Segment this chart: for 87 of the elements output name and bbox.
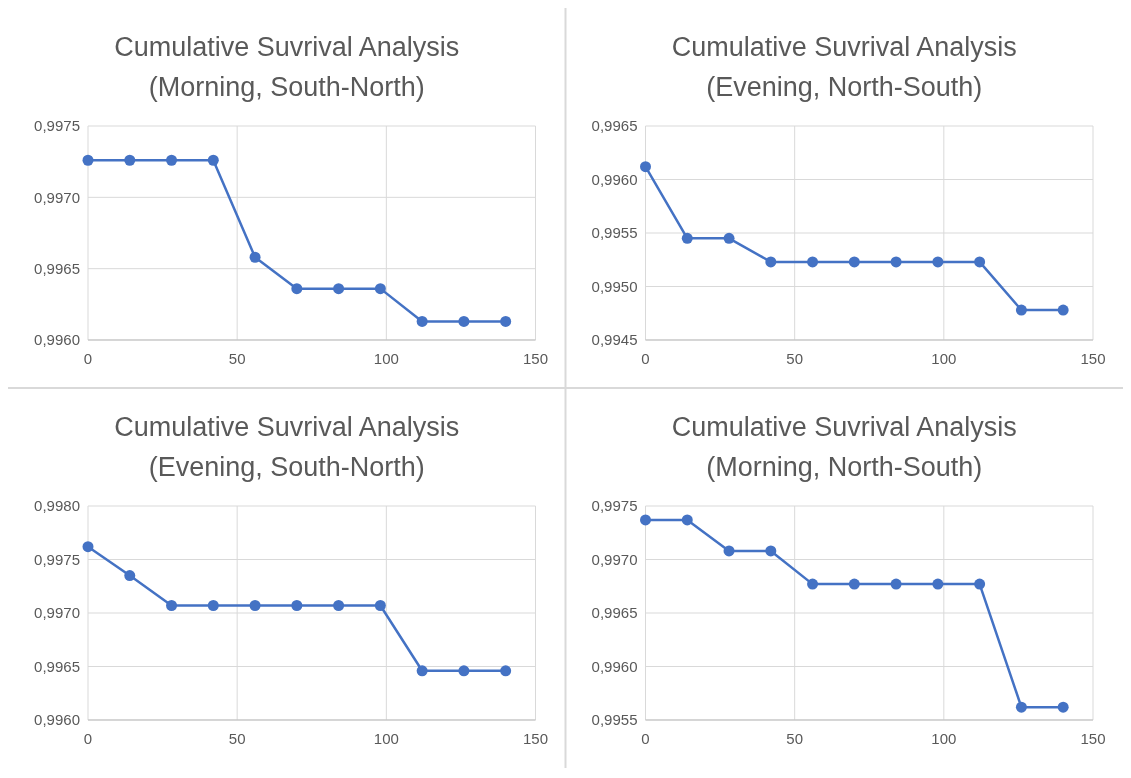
point: [207, 600, 219, 612]
y-tick-label: 0,9975: [34, 550, 80, 568]
x-tick-label: 100: [373, 350, 399, 367]
point: [249, 600, 261, 612]
point: [723, 232, 735, 244]
chart-subtitle: (Morning, North-South): [706, 452, 983, 482]
point: [974, 256, 986, 268]
y-tick-label: 0,9970: [591, 550, 638, 568]
x-tick-label: 150: [1080, 350, 1106, 367]
point: [1057, 701, 1069, 713]
point: [807, 256, 819, 268]
point: [640, 161, 651, 173]
x-tick-label: 150: [1080, 730, 1106, 747]
point: [765, 545, 777, 557]
point: [333, 600, 345, 612]
point: [416, 665, 428, 677]
chart-subtitle: (Evening, South-North): [148, 452, 425, 482]
point: [166, 154, 178, 166]
x-tick-label: 100: [931, 730, 957, 747]
point: [500, 315, 512, 327]
point: [291, 600, 303, 612]
point: [82, 154, 94, 166]
point: [1057, 304, 1069, 316]
y-tick-label: 0,9950: [591, 277, 638, 295]
point: [458, 315, 470, 327]
point: [681, 514, 693, 526]
y-tick-label: 0,9970: [34, 188, 80, 206]
y-tick-label: 0,9970: [34, 604, 80, 622]
y-tick-label: 0,9965: [34, 259, 80, 277]
y-tick-label: 0,9965: [34, 657, 80, 675]
x-tick-label: 0: [641, 350, 650, 367]
x-tick-label: 0: [83, 730, 93, 747]
y-tick-label: 0,9965: [591, 604, 638, 622]
y-tick-label: 0,9975: [34, 117, 80, 135]
chart-subtitle: (Evening, North-South): [706, 72, 983, 102]
y-tick-label: 0,9960: [34, 331, 80, 349]
x-tick-label: 50: [228, 350, 246, 367]
x-tick-label: 50: [228, 730, 246, 747]
y-tick-label: 0,9960: [591, 170, 638, 188]
point: [249, 251, 261, 263]
point: [974, 578, 986, 590]
point: [207, 154, 219, 166]
point: [890, 256, 902, 268]
point: [807, 578, 819, 590]
x-tick-label: 0: [641, 730, 650, 747]
point: [82, 541, 94, 553]
y-tick-label: 0,9965: [591, 117, 638, 135]
point: [166, 600, 178, 612]
point: [848, 256, 860, 268]
point: [723, 545, 735, 557]
point: [124, 154, 136, 166]
x-tick-label: 150: [522, 350, 549, 367]
point: [374, 283, 386, 295]
chart-title: Cumulative Suvrival Analysis: [114, 412, 460, 442]
point: [932, 256, 944, 268]
x-tick-label: 100: [373, 730, 399, 747]
point: [1015, 701, 1027, 713]
x-tick-label: 50: [786, 730, 804, 747]
chart-title: Cumulative Suvrival Analysis: [114, 32, 460, 62]
y-tick-label: 0,9945: [591, 331, 638, 349]
y-tick-label: 0,9955: [591, 711, 638, 729]
point: [640, 514, 651, 526]
x-tick-label: 150: [522, 730, 549, 747]
point: [333, 283, 345, 295]
y-tick-label: 0,9955: [591, 224, 638, 242]
point: [932, 578, 944, 590]
y-tick-label: 0,9960: [591, 657, 638, 675]
y-tick-label: 0,9975: [591, 497, 638, 515]
point: [681, 232, 693, 244]
y-tick-label: 0,9960: [34, 711, 80, 729]
point: [124, 570, 136, 582]
chart-title: Cumulative Suvrival Analysis: [671, 32, 1017, 62]
y-tick-label: 0,9980: [34, 497, 80, 515]
point: [500, 665, 512, 677]
chart-subtitle: (Morning, South-North): [148, 72, 425, 102]
x-tick-label: 100: [931, 350, 957, 367]
point: [291, 283, 303, 295]
point: [890, 578, 902, 590]
point: [458, 665, 470, 677]
x-tick-label: 0: [83, 350, 93, 367]
point: [416, 315, 428, 327]
chart-title: Cumulative Suvrival Analysis: [671, 412, 1017, 442]
x-tick-label: 50: [786, 350, 804, 367]
point: [374, 600, 386, 612]
point: [765, 256, 777, 268]
point: [1015, 304, 1027, 316]
point: [848, 578, 860, 590]
